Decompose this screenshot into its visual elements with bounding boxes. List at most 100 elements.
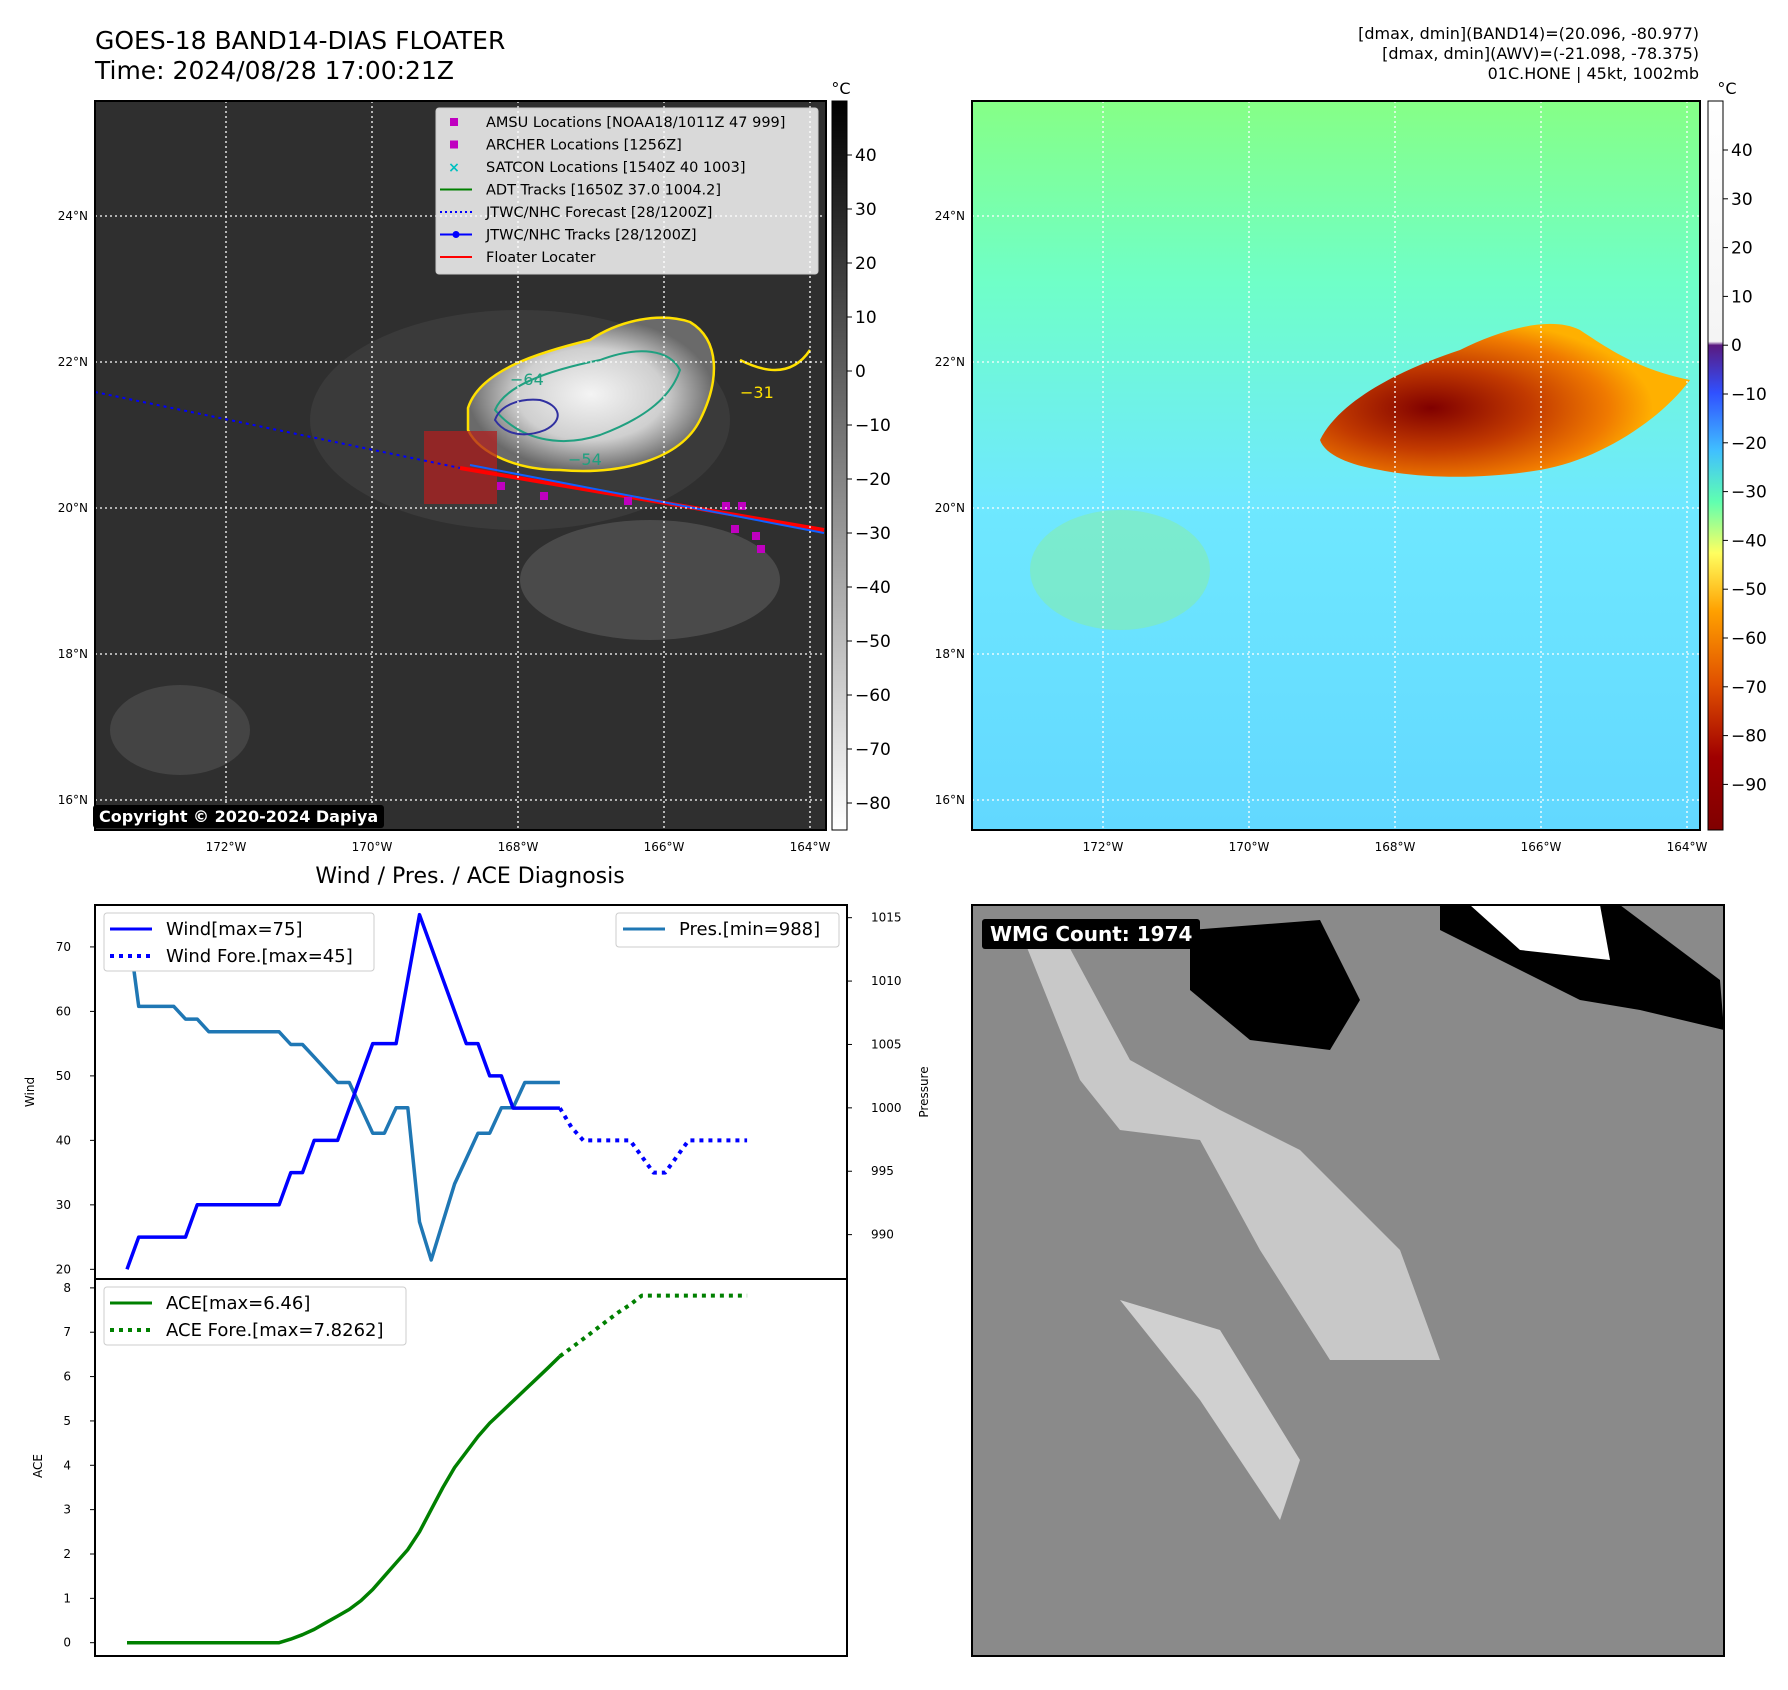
lat-tick-label: 16°N (58, 793, 88, 807)
legend-label: SATCON Locations [1540Z 40 1003] (486, 160, 745, 176)
wmg-frame (971, 904, 1725, 1657)
lon-tick-label: 172°W (206, 840, 247, 854)
band14-range: [dmax, dmin](BAND14)=(20.096, -80.977) (1358, 24, 1699, 43)
pressure-ylabel: Pressure (917, 1066, 931, 1117)
lat-tick-label: 18°N (935, 647, 965, 661)
ytick-label: 995 (871, 1164, 894, 1178)
colorbar-tick-label: −10 (1731, 385, 1767, 405)
colorbar-tick-label: −30 (855, 524, 891, 544)
ir-colorbar-unit: °C (831, 79, 850, 98)
colorbar-tick-label: −40 (855, 578, 891, 598)
ir-storm-cloud (468, 317, 714, 471)
lon-tick-label: 172°W (1083, 840, 1124, 854)
colorbar-tick-label: −20 (1731, 434, 1767, 454)
ytick-label: 3 (63, 1503, 71, 1517)
legend-square-marker (450, 140, 458, 149)
colorbar-tick-label: 0 (1731, 336, 1742, 356)
contour-label-54: −54 (568, 450, 602, 469)
lon-tick-label: 164°W (790, 840, 831, 854)
legend-item: AMSU Locations [NOAA18/1011Z 47 999] (450, 115, 785, 131)
color-colorbar-unit: °C (1717, 79, 1736, 98)
ace-fore-legend-label: ACE Fore.[max=7.8262] (166, 1320, 384, 1341)
color-map-background (972, 101, 1700, 830)
ir-colorbar-bar (831, 100, 848, 831)
wind-ylabel: Wind (23, 1077, 37, 1107)
jtwc-track (469, 464, 825, 534)
ytick-label: 50 (56, 1069, 71, 1083)
color-colorbar-ticks: 40 30 20 10 0 −10 −20 −30 −40 −50 −60 −70 −80 −90 (1723, 141, 1767, 795)
lon-tick-label: 168°W (1375, 840, 1416, 854)
series-line (125, 917, 560, 1262)
lat-tick-label: 22°N (58, 355, 88, 369)
wmg-count-label: WMG Count: 1974 (982, 919, 1201, 949)
colorbar-tick-label: −10 (855, 416, 891, 436)
legend-label: AMSU Locations [NOAA18/1011Z 47 999] (486, 115, 785, 131)
pres-legend: Pres.[min=988] (615, 912, 840, 948)
legend-x-marker: × (448, 160, 460, 176)
color-map-frame (971, 100, 1701, 831)
series-line (125, 912, 560, 1270)
amsu-marker (752, 532, 760, 540)
wind-legend: Wind[max=75] Wind Fore.[max=45] (103, 912, 375, 972)
ytick-label: 40 (56, 1133, 71, 1147)
color-map-panel (971, 100, 1701, 831)
legend-item: × SATCON Locations [1540Z 40 1003] (448, 160, 745, 176)
lat-tick-label: 22°N (935, 355, 965, 369)
ytick-label: 0 (63, 1636, 71, 1650)
copyright-label: Copyright © 2020-2024 Dapiya (93, 805, 385, 828)
ytick-label: 30 (56, 1198, 71, 1212)
legend-item: ADT Tracks [1650Z 37.0 1004.2] (440, 183, 721, 199)
amsu-markers (497, 482, 765, 553)
colorbar-tick-label: −50 (1731, 580, 1767, 600)
colorbar-tick-label: 10 (855, 308, 877, 328)
wmg-bright-band (1020, 930, 1440, 1360)
lat-tick-label: 20°N (58, 501, 88, 515)
ytick-label: 990 (871, 1228, 894, 1242)
colorbar-tick-label: −20 (855, 470, 891, 490)
ytick-label: 1010 (871, 974, 902, 988)
wind-yticks: 20 30 40 50 60 70 (56, 940, 95, 1276)
colorbar-tick-label: −30 (1731, 483, 1767, 503)
storm-info: 01C.HONE | 45kt, 1002mb (1487, 64, 1699, 83)
ytick-label: 1005 (871, 1037, 902, 1051)
amsu-marker (757, 545, 765, 553)
colorbar-tick-label: −60 (855, 686, 891, 706)
lon-tick-label: 166°W (1521, 840, 1562, 854)
ytick-label: 1015 (871, 911, 902, 925)
pressure-yticks: 990 995 1000 1005 1010 1015 (847, 911, 902, 1242)
colorbar-tick-label: 30 (855, 200, 877, 220)
ytick-label: 20 (56, 1262, 71, 1276)
lon-tick-label: 170°W (352, 840, 393, 854)
lat-tick-label: 24°N (58, 209, 88, 223)
legend-box (435, 107, 819, 275)
wind-legend-label: Wind[max=75] (166, 919, 303, 940)
colorbar-tick-label: −90 (1731, 775, 1767, 795)
color-map-green-patch (1030, 510, 1210, 630)
legend-item: ARCHER Locations [1256Z] (450, 138, 682, 154)
figure-time: Time: 2024/08/28 17:00:21Z (95, 56, 454, 85)
ytick-label: 1000 (871, 1101, 902, 1115)
contour-yellow (466, 316, 716, 473)
ir-colorbar: °C 40 30 20 10 0 −10 −20 −30 −40 −50 −60 −70 −80 (831, 79, 891, 831)
wind-fore-legend-label: Wind Fore.[max=45] (166, 946, 353, 967)
wind-pressure-chart: Wind / Pres. / ACE Diagnosis Wind Pressu… (23, 864, 931, 1280)
wind-legend-box (103, 912, 375, 972)
lat-tick-label: 24°N (935, 209, 965, 223)
amsu-marker (497, 482, 505, 490)
colorbar-tick-label: 40 (855, 146, 877, 166)
contour-navy (493, 398, 559, 436)
grid-lines-color (972, 101, 1700, 830)
wmg-black-region (1190, 920, 1360, 1050)
amsu-marker (624, 497, 632, 505)
colorbar-tick-label: 10 (1731, 287, 1753, 307)
series-line (127, 1354, 562, 1645)
colorbar-tick-label: 20 (855, 254, 877, 274)
series-line (558, 1107, 748, 1175)
ace-chart: ACE 0 1 2 3 4 5 6 7 8 ACE[max=6.46] ACE Fore.[ma… (31, 1278, 848, 1657)
ace-legend: ACE[max=6.46] ACE Fore.[max=7.8262] (103, 1286, 407, 1346)
ytick-label: 8 (63, 1281, 71, 1295)
ir-cloud-sw (110, 685, 250, 775)
colorbar-tick-label: 0 (855, 362, 866, 382)
ace-legend-box (103, 1286, 407, 1346)
colorbar-tick-label: −60 (1731, 629, 1767, 649)
